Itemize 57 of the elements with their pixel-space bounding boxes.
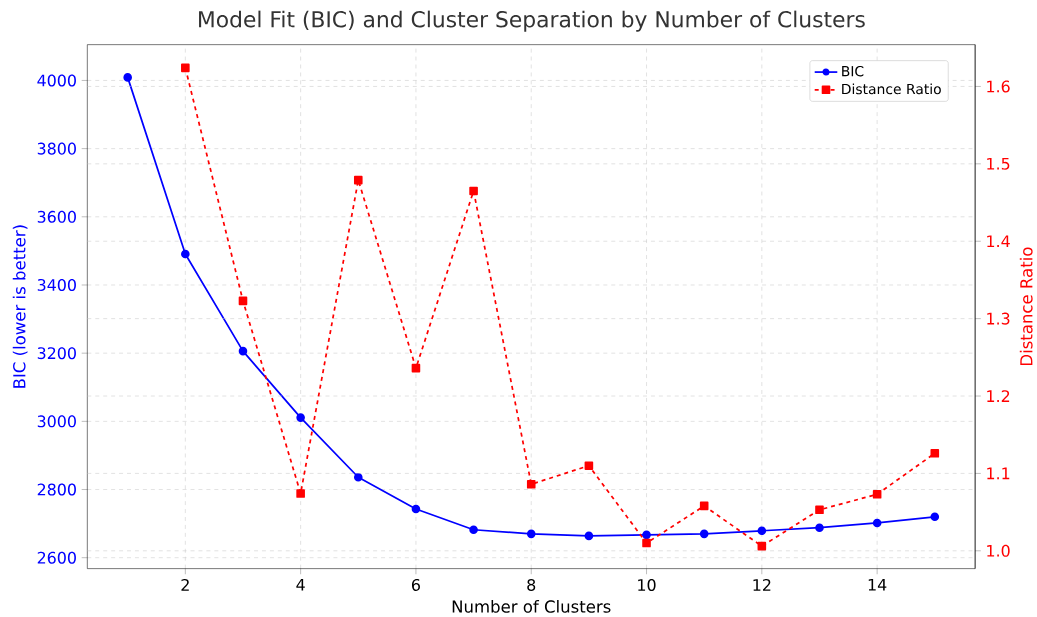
- point: [872, 489, 882, 499]
- point: [930, 512, 940, 521]
- y2-tick-label: 1.4: [987, 235, 1010, 247]
- chart-title: Model Fit (BIC) and Cluster Separation by Number of Clusters: [199, 10, 865, 32]
- x-tick-label: 8: [527, 578, 536, 591]
- y-tick-label: 3200: [37, 347, 76, 360]
- y2-tick-label: 1.2: [987, 390, 1010, 402]
- point: [584, 531, 594, 541]
- point: [699, 529, 709, 539]
- x-tick-label: 6: [411, 578, 420, 591]
- y-tick-label: 2600: [37, 551, 76, 564]
- y-axis-title: BIC (lower is better): [12, 225, 28, 388]
- point: [353, 472, 363, 482]
- point: [469, 186, 478, 196]
- y2-axis-title: Distance Ratio: [1019, 247, 1033, 365]
- x-tick-label: 14: [868, 578, 887, 591]
- y2-tick-label: 1.6: [987, 80, 1010, 93]
- y-tick-label: 3600: [37, 210, 76, 223]
- point: [526, 529, 536, 539]
- point: [815, 523, 824, 532]
- point: [757, 541, 767, 551]
- point: [238, 296, 248, 306]
- point: [757, 526, 767, 535]
- point: [296, 413, 305, 422]
- x-tick-label: 2: [181, 578, 189, 591]
- x-tick-label: 12: [753, 578, 771, 591]
- point: [296, 489, 305, 498]
- x-axis-title: Number of Clusters: [452, 599, 611, 613]
- point: [353, 175, 363, 185]
- point: [181, 63, 190, 73]
- y-tick-label: 3800: [37, 142, 76, 155]
- point: [584, 461, 594, 470]
- point: [411, 504, 421, 514]
- y2-tick-label: 1.0: [987, 544, 1010, 557]
- point: [930, 448, 940, 458]
- y2-tick-label: 1.5: [987, 157, 1010, 170]
- point: [642, 538, 651, 548]
- legend-label: BIC: [842, 65, 864, 77]
- y-tick-label: 4000: [37, 74, 76, 87]
- point: [642, 530, 651, 540]
- point: [123, 72, 132, 82]
- y2-tick-label: 1.3: [987, 312, 1010, 325]
- point: [815, 505, 824, 514]
- point: [238, 346, 248, 356]
- point: [526, 479, 536, 489]
- x-tick-label: 4: [296, 578, 305, 591]
- y2-tick-label: 1.1: [987, 467, 1010, 480]
- point: [699, 501, 709, 511]
- point: [181, 249, 190, 259]
- x-tick-label: 10: [638, 578, 656, 591]
- y-tick-label: 2800: [37, 483, 76, 496]
- legend-label: Distance Ratio: [842, 83, 941, 95]
- point: [469, 525, 478, 534]
- point: [411, 363, 421, 373]
- y-tick-label: 3000: [37, 415, 76, 428]
- y-tick-label: 3400: [37, 278, 76, 291]
- point: [872, 518, 882, 528]
